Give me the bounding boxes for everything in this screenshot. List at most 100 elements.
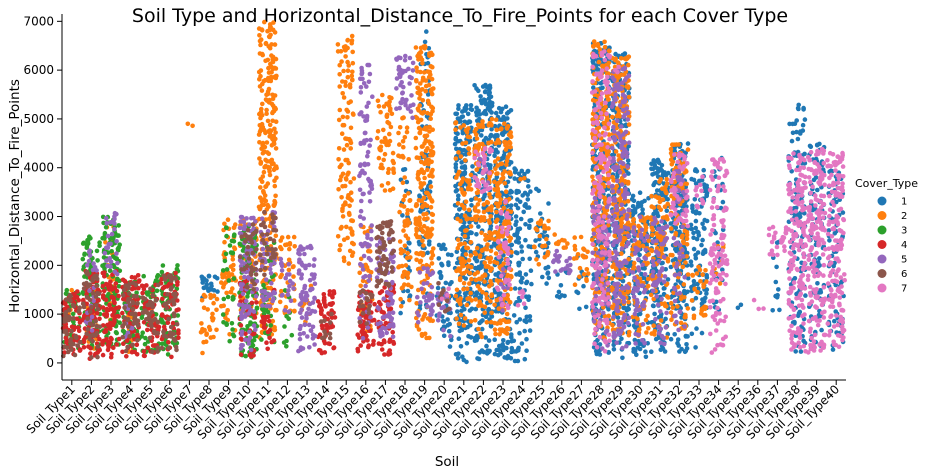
data-point [454, 260, 460, 266]
data-point [453, 111, 458, 117]
data-point [402, 223, 408, 229]
data-point [581, 246, 586, 251]
data-point [574, 289, 579, 295]
data-point [487, 85, 493, 90]
data-point [424, 187, 430, 192]
data-point [545, 252, 550, 258]
data-point [525, 178, 531, 184]
data-point [338, 243, 343, 248]
data-point [429, 226, 435, 232]
data-point [795, 313, 801, 319]
data-point [398, 154, 403, 159]
data-point [511, 349, 517, 354]
data-point [664, 214, 669, 219]
data-point [537, 233, 543, 239]
data-point [800, 128, 806, 133]
data-point [466, 207, 472, 213]
data-point [492, 153, 497, 159]
data-point [348, 190, 354, 195]
data-point [405, 288, 411, 294]
data-point [546, 218, 551, 224]
data-point [694, 326, 699, 331]
data-point [486, 140, 491, 146]
data-point [773, 293, 778, 299]
data-point [515, 226, 521, 232]
data-point [648, 292, 654, 298]
data-point [689, 263, 694, 268]
data-point [498, 351, 503, 356]
data-point [480, 274, 485, 279]
data-point [211, 316, 216, 321]
data-point [455, 355, 461, 361]
data-point [201, 339, 206, 345]
data-point [454, 187, 460, 193]
data-point [387, 99, 392, 105]
data-point [486, 338, 492, 343]
data-point [790, 121, 795, 127]
data-point [467, 119, 473, 125]
data-point [460, 114, 466, 119]
data-point [652, 332, 657, 337]
data-point [584, 267, 590, 272]
data-point [401, 228, 406, 233]
data-point [473, 126, 479, 132]
data-point [523, 222, 528, 227]
data-point [263, 40, 269, 46]
data-point [430, 167, 435, 173]
data-point [336, 157, 341, 162]
data-point [423, 202, 429, 208]
data-point [341, 258, 347, 264]
data-point [673, 225, 679, 231]
data-point [346, 261, 352, 266]
data-point [404, 129, 410, 135]
data-point [789, 138, 795, 144]
data-point [653, 179, 658, 185]
data-point [348, 179, 353, 185]
data-point [626, 122, 632, 127]
data-point [405, 236, 411, 241]
data-point [426, 75, 432, 80]
data-point [574, 255, 579, 261]
data-point [597, 352, 603, 357]
data-point [500, 171, 506, 177]
data-point [454, 287, 460, 293]
data-point [455, 216, 460, 222]
data-point [335, 234, 341, 239]
data-point [704, 273, 709, 278]
data-point [572, 247, 578, 252]
data-point [500, 132, 506, 137]
data-point [258, 37, 264, 42]
data-point [337, 72, 343, 77]
data-point [337, 62, 343, 68]
data-point [267, 122, 273, 128]
data-point [379, 162, 384, 168]
data-point [264, 140, 270, 145]
data-point [417, 103, 423, 108]
data-point [664, 176, 669, 182]
data-point [456, 106, 461, 111]
data-point [257, 123, 263, 128]
data-point [290, 264, 296, 270]
data-point [604, 94, 610, 99]
data-point [489, 110, 494, 115]
data-point [656, 159, 661, 165]
data-point [94, 248, 100, 254]
data-point [472, 318, 478, 323]
data-point [619, 336, 624, 342]
data-point [673, 246, 678, 252]
data-point [484, 320, 490, 325]
data-point [458, 296, 463, 301]
data-point [668, 310, 674, 315]
data-point [425, 69, 430, 74]
data-point [64, 287, 70, 293]
data-point [340, 208, 345, 214]
data-point [267, 34, 272, 40]
data-point [375, 98, 381, 104]
data-point [476, 303, 481, 309]
data-point [343, 201, 348, 207]
data-point [458, 301, 463, 307]
data-point [606, 48, 612, 53]
data-point [399, 286, 405, 291]
data-point [534, 257, 539, 262]
data-point [462, 234, 468, 239]
